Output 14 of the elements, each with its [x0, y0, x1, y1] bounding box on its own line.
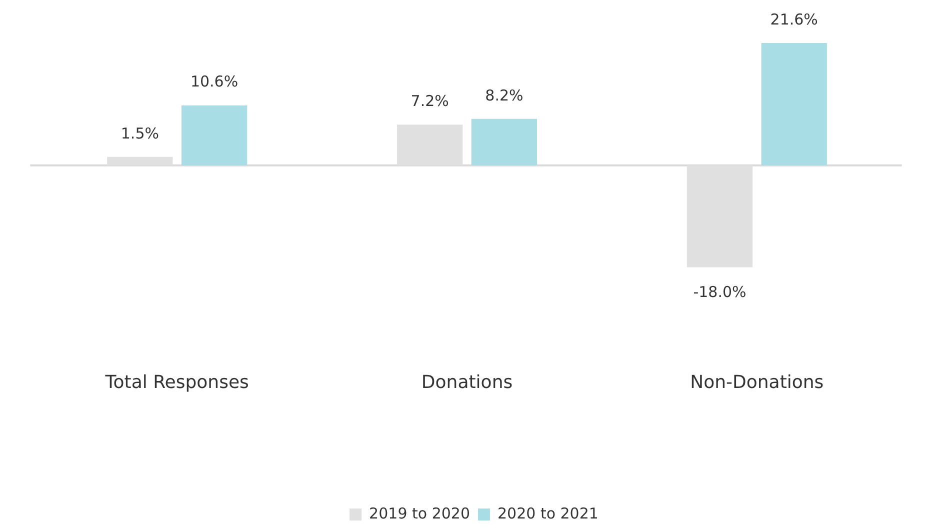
data-label: 7.2%: [410, 92, 449, 110]
data-label: 21.6%: [770, 10, 818, 28]
data-label: -18.0%: [693, 282, 746, 301]
bar: [181, 105, 248, 166]
data-label: 10.6%: [190, 72, 238, 91]
legend-label: 2019 to 2020: [369, 504, 470, 522]
legend-label: 2020 to 2021: [498, 504, 598, 522]
x-tick-label: Total Responses: [104, 372, 249, 393]
x-tick-label: Donations: [421, 372, 513, 393]
bar: [471, 118, 538, 166]
data-label: 1.5%: [120, 124, 159, 142]
data-label: 8.2%: [485, 86, 524, 104]
bar: [761, 43, 827, 166]
x-tick-label: Non-Donations: [690, 372, 824, 393]
